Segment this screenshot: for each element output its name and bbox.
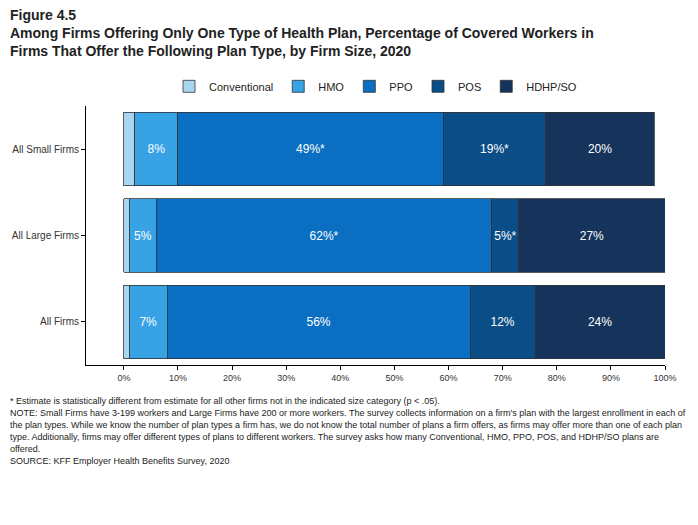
svg-text:100%: 100% xyxy=(653,373,676,383)
svg-text:30%: 30% xyxy=(277,373,295,383)
svg-text:50%: 50% xyxy=(385,373,403,383)
svg-text:19%*: 19%* xyxy=(480,142,509,156)
html-text:* Estimate is statistically di: * Estimate is statistically different fr… xyxy=(10,396,440,406)
svg-text:PPO: PPO xyxy=(389,81,413,93)
html-text:Among Firms Offering Only One: Among Firms Offering Only One Type of He… xyxy=(10,25,594,59)
svg-text:60%: 60% xyxy=(440,373,458,383)
svg-text:70%: 70% xyxy=(494,373,512,383)
svg-text:80%: 80% xyxy=(548,373,566,383)
svg-text:20%: 20% xyxy=(223,373,241,383)
svg-text:40%: 40% xyxy=(331,373,349,383)
svg-text:8%: 8% xyxy=(148,142,166,156)
svg-text:24%: 24% xyxy=(588,315,612,329)
svg-text:5%: 5% xyxy=(134,229,152,243)
html-text:Figure 4.5: Figure 4.5 xyxy=(10,7,77,23)
svg-text:HMO: HMO xyxy=(318,81,344,93)
svg-text:HDHP/SO: HDHP/SO xyxy=(526,81,577,93)
svg-text:20%: 20% xyxy=(588,142,612,156)
svg-text:7%: 7% xyxy=(139,315,157,329)
svg-text:0%: 0% xyxy=(117,373,130,383)
svg-text:90%: 90% xyxy=(602,373,620,383)
svg-text:56%: 56% xyxy=(307,315,331,329)
svg-text:27%: 27% xyxy=(580,229,604,243)
html-text:NOTE: Small Firms have 3-199 w: NOTE: Small Firms have 3-199 workers and… xyxy=(10,408,686,454)
svg-text:10%: 10% xyxy=(169,373,187,383)
svg-text:Conventional: Conventional xyxy=(209,81,273,93)
svg-text:All Firms: All Firms xyxy=(40,316,79,327)
svg-text:49%*: 49%* xyxy=(296,142,325,156)
svg-text:All Large Firms: All Large Firms xyxy=(12,230,79,241)
svg-text:POS: POS xyxy=(458,81,481,93)
svg-text:All Small Firms: All Small Firms xyxy=(12,144,79,155)
svg-text:5%*: 5%* xyxy=(494,229,516,243)
svg-text:62%*: 62%* xyxy=(310,229,339,243)
svg-text:12%: 12% xyxy=(490,315,514,329)
html-text:SOURCE: KFF Employer Health Be: SOURCE: KFF Employer Health Benefits Sur… xyxy=(10,456,230,466)
